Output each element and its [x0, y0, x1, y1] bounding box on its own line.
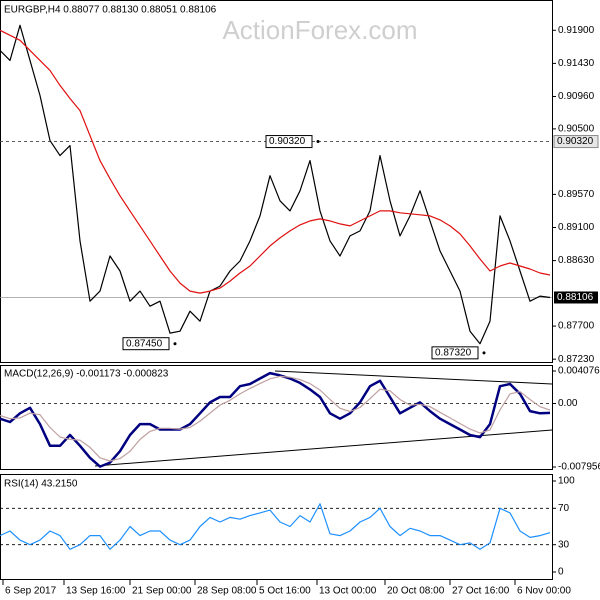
- current-price-label: 0.88106: [557, 292, 594, 303]
- annotation-box: [122, 337, 170, 351]
- price-title: EURGBP,H4 0.88077 0.88130 0.88051 0.8810…: [4, 5, 217, 16]
- trend-line: [274, 370, 553, 385]
- level-label: 0.90320: [557, 136, 594, 147]
- y-tick-label: 0.89100: [558, 222, 595, 233]
- annotation-box: [431, 346, 479, 360]
- rsi-title: RSI(14) 43.2150: [4, 479, 78, 490]
- y-tick-label: 0.91430: [558, 58, 595, 69]
- series-line: [0, 24, 551, 345]
- y-tick-label: 0.90500: [558, 124, 595, 135]
- annotation-point: [173, 342, 177, 346]
- watermark: ActionForex.com: [222, 15, 417, 45]
- y-tick-label: 0.89570: [558, 189, 595, 200]
- annotation-label: 0.87320: [435, 347, 472, 358]
- x-tick-label: 6 Sep 2017: [5, 586, 57, 597]
- rsi-panel: [0, 474, 553, 580]
- y-tick-label: 0.87700: [558, 321, 595, 332]
- annotation-label: 0.90320: [269, 136, 306, 147]
- macd-title: MACD(12,26,9) -0.001173 -0.000823: [4, 369, 169, 380]
- x-tick-label: 13 Oct 00:00: [319, 586, 377, 597]
- y-tick-label: 100: [558, 476, 575, 487]
- series-line: [0, 29, 551, 294]
- y-tick-label: 30: [558, 539, 570, 550]
- annotation-point: [482, 351, 486, 355]
- y-tick-label: 0.00: [558, 398, 578, 409]
- x-tick-label: 6 Nov 00:00: [517, 586, 571, 597]
- y-tick-label: 0.87230: [558, 354, 595, 365]
- x-tick-label: 13 Sep 16:00: [66, 586, 126, 597]
- level-label-box: [553, 135, 599, 149]
- x-tick-label: 21 Sep 00:00: [132, 586, 192, 597]
- price-panel: [0, 0, 553, 363]
- y-tick-label: 0.88630: [558, 255, 595, 266]
- annotation-label: 0.87450: [126, 338, 163, 349]
- x-tick-label: 5 Oct 16:00: [259, 586, 311, 597]
- x-tick-label: 27 Oct 16:00: [452, 586, 510, 597]
- series-line: [0, 371, 551, 468]
- series-line: [0, 375, 551, 462]
- y-tick-label: -0.007956: [558, 462, 600, 473]
- annotation-point: [316, 140, 320, 144]
- y-tick-label: 0: [558, 567, 564, 578]
- macd-panel: [0, 365, 553, 470]
- y-tick-label: 0.90960: [558, 91, 595, 102]
- y-tick-label: 70: [558, 503, 570, 514]
- current-price-box: [554, 291, 598, 304]
- y-tick-label: 0.004076: [558, 366, 600, 377]
- series-line: [0, 503, 551, 550]
- x-tick-label: 20 Oct 08:00: [387, 586, 445, 597]
- annotation-box: [265, 135, 313, 149]
- y-tick-label: 0.91900: [558, 25, 595, 36]
- x-tick-label: 28 Sep 08:00: [197, 586, 257, 597]
